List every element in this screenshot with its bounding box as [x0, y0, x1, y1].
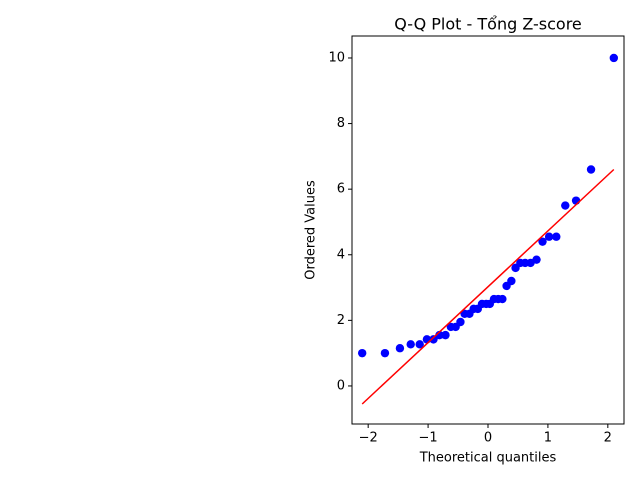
data-point: [441, 330, 450, 340]
data-point: [552, 232, 561, 241]
y-tick-label: 4: [337, 247, 345, 262]
data-point: [357, 348, 367, 358]
x-tick-label: 2: [604, 431, 612, 446]
data-point: [532, 255, 541, 264]
data-point: [406, 340, 415, 349]
data-point: [429, 335, 438, 344]
x-tick-label: −2: [359, 431, 378, 446]
y-tick-label: 8: [337, 116, 345, 131]
x-tick-label: 1: [544, 431, 552, 446]
data-point: [415, 340, 424, 349]
data-point: [544, 232, 554, 241]
fit-line: [361, 168, 615, 405]
x-tick-label: 0: [484, 431, 492, 446]
x-axis-label: Theoretical quantiles: [419, 451, 557, 466]
data-point: [456, 317, 465, 327]
data-point: [498, 294, 507, 304]
data-point: [586, 165, 596, 174]
x-tick-label: −1: [419, 431, 438, 446]
chart-title: Q-Q Plot - Tổng Z-score: [394, 15, 582, 34]
data-point: [380, 348, 390, 358]
data-point: [609, 53, 619, 63]
y-axis-label: Ordered Values: [304, 180, 319, 280]
data-point: [395, 344, 405, 353]
y-tick-label: 6: [337, 182, 345, 197]
y-tick-label: 0: [337, 378, 345, 393]
data-point: [538, 237, 547, 246]
y-tick-label: 10: [328, 50, 345, 65]
data-point: [571, 196, 581, 205]
data-point: [561, 201, 570, 210]
y-tick-label: 2: [337, 313, 345, 328]
data-point: [507, 276, 516, 286]
plot-frame: [351, 35, 625, 425]
